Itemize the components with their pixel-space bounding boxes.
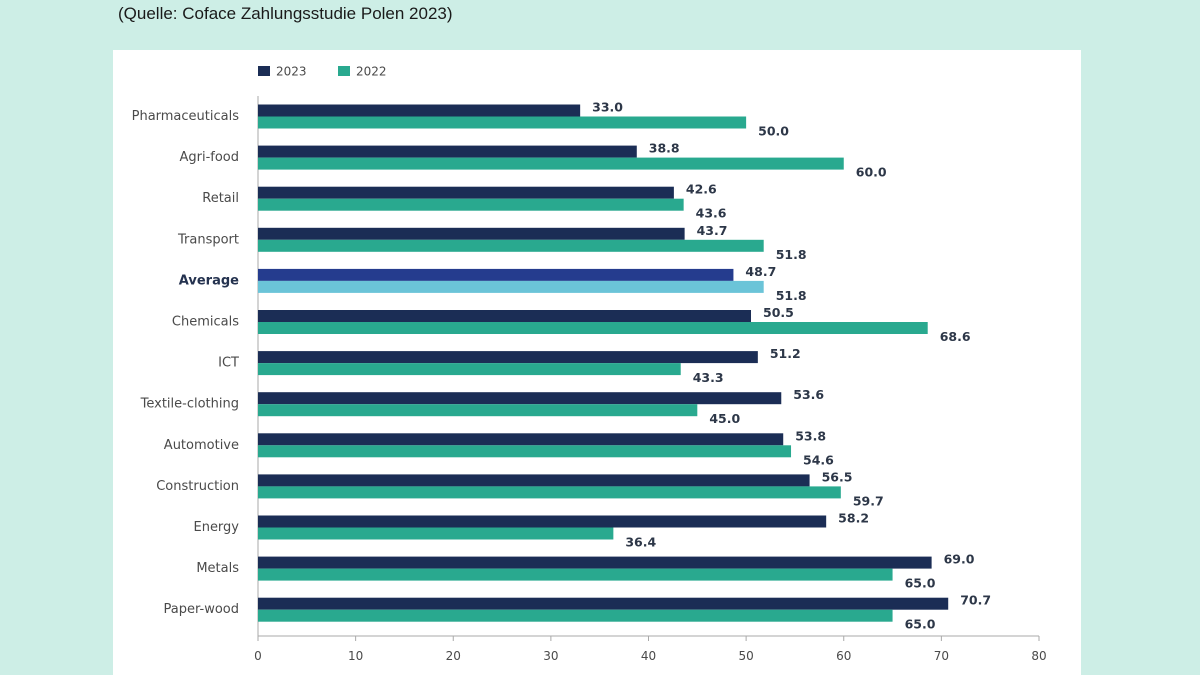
bar-2023 xyxy=(258,310,752,322)
bar-2023 xyxy=(258,433,784,446)
value-label-2022: 60.0 xyxy=(856,165,887,180)
legend-label-2023: 2023 xyxy=(276,65,307,79)
value-label-2023: 38.8 xyxy=(649,141,680,156)
value-label-2022: 65.0 xyxy=(905,576,936,591)
value-label-2022: 51.8 xyxy=(776,288,807,303)
bar-2022 xyxy=(258,116,747,129)
x-tick-label: 0 xyxy=(254,649,262,663)
x-tick-label: 50 xyxy=(738,649,753,663)
bar-2023 xyxy=(258,186,674,199)
value-label-2023: 33.0 xyxy=(592,100,623,115)
bar-2022 xyxy=(258,322,928,334)
value-label-2023: 53.6 xyxy=(793,387,824,402)
value-label-2022: 43.6 xyxy=(696,206,727,221)
value-label-2022: 59.7 xyxy=(853,493,884,508)
value-label-2023: 42.6 xyxy=(686,182,717,197)
bar-2022 xyxy=(258,157,844,170)
x-tick-label: 80 xyxy=(1031,649,1046,663)
bar-2022 xyxy=(258,486,841,499)
bar-2023 xyxy=(258,474,810,487)
value-label-2022: 50.0 xyxy=(758,124,789,139)
value-label-2022: 51.8 xyxy=(776,247,807,262)
category-label: Textile-clothing xyxy=(140,397,239,412)
source-caption: (Quelle: Coface Zahlungsstudie Polen 202… xyxy=(118,4,453,23)
bar-2022 xyxy=(258,363,681,376)
bar-2022 xyxy=(258,445,792,458)
x-tick-label: 10 xyxy=(348,649,363,663)
category-label: Average xyxy=(179,273,239,288)
bar-2022 xyxy=(258,568,893,581)
value-label-2023: 56.5 xyxy=(822,469,853,484)
value-label-2023: 51.2 xyxy=(770,346,801,361)
bar-2022 xyxy=(258,198,684,211)
value-label-2023: 50.5 xyxy=(763,305,794,320)
category-label: Automotive xyxy=(164,438,239,453)
value-label-2023: 70.7 xyxy=(960,593,991,608)
bar-2023 xyxy=(258,227,685,240)
value-label-2022: 43.3 xyxy=(693,370,724,385)
category-label: Paper-wood xyxy=(164,602,239,617)
value-label-2022: 45.0 xyxy=(709,411,740,426)
category-label: Chemicals xyxy=(172,315,239,330)
bar-2023 xyxy=(258,392,782,405)
bar-2023 xyxy=(258,268,734,281)
value-label-2022: 68.6 xyxy=(940,329,971,344)
category-label: Energy xyxy=(193,520,239,535)
value-label-2022: 65.0 xyxy=(905,617,936,632)
category-label: Transport xyxy=(177,232,239,247)
legend-swatch-2022 xyxy=(338,66,350,76)
value-label-2023: 53.8 xyxy=(795,428,826,443)
value-label-2023: 58.2 xyxy=(838,511,869,526)
bar-2023 xyxy=(258,351,758,364)
bar-2023 xyxy=(258,145,637,158)
value-label-2022: 54.6 xyxy=(803,452,834,467)
legend-label-2022: 2022 xyxy=(356,65,387,79)
category-label: ICT xyxy=(218,356,239,371)
value-label-2023: 69.0 xyxy=(944,552,975,567)
bar-2023 xyxy=(258,515,827,528)
bar-2023 xyxy=(258,597,949,610)
category-label: Metals xyxy=(196,561,239,576)
bar-chart: 2023 2022 0 10 20 30 40 50 60 70 80 Pharmaceuticals… xyxy=(132,65,1047,664)
bar-2022 xyxy=(258,280,764,293)
bar-2022 xyxy=(258,404,698,417)
category-label: Construction xyxy=(156,479,239,494)
bar-2023 xyxy=(258,556,932,569)
bar-2022 xyxy=(258,527,614,540)
value-label-2022: 36.4 xyxy=(625,535,656,550)
x-tick-label: 70 xyxy=(934,649,949,663)
category-label: Retail xyxy=(202,191,239,206)
value-label-2023: 48.7 xyxy=(745,264,776,279)
bar-2022 xyxy=(258,239,764,252)
legend-swatch-2023 xyxy=(258,66,270,76)
x-tick-label: 30 xyxy=(543,649,558,663)
x-tick-label: 60 xyxy=(836,649,851,663)
category-label: Pharmaceuticals xyxy=(132,109,240,124)
bar-2023 xyxy=(258,104,581,117)
value-label-2023: 43.7 xyxy=(697,223,728,238)
x-tick-label: 40 xyxy=(641,649,656,663)
category-label: Agri-food xyxy=(179,150,239,165)
chart-panel: 2023 2022 0 10 20 30 40 50 60 70 80 Pharmaceuticals… xyxy=(113,50,1081,675)
x-tick-label: 20 xyxy=(446,649,461,663)
bar-2022 xyxy=(258,609,893,622)
